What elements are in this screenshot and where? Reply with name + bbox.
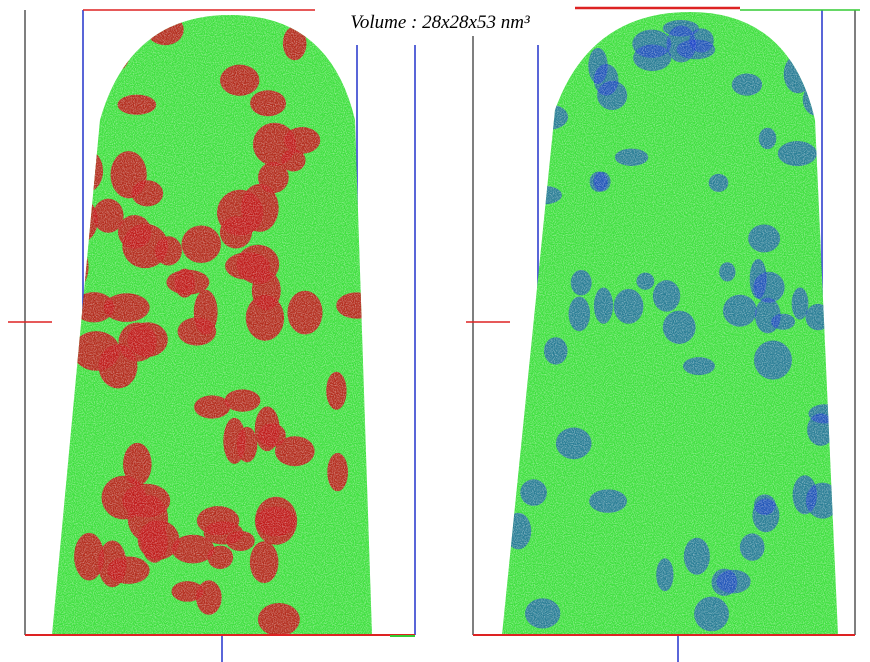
speckle <box>52 15 372 635</box>
cluster <box>502 241 525 261</box>
cluster <box>503 174 528 200</box>
speckle <box>502 12 838 635</box>
caption: Volume : 28x28x53 nm³ <box>350 12 530 33</box>
cluster <box>520 87 545 127</box>
right-tip <box>502 12 838 635</box>
cluster <box>57 243 89 291</box>
cluster <box>77 91 102 116</box>
caption-bg <box>318 6 562 36</box>
left-tip <box>52 15 372 635</box>
